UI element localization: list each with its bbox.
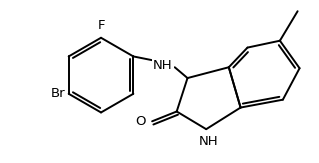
Text: NH: NH: [198, 135, 218, 148]
Text: Br: Br: [51, 87, 66, 100]
Text: NH: NH: [153, 59, 173, 72]
Text: O: O: [136, 115, 146, 128]
Text: F: F: [97, 19, 105, 32]
